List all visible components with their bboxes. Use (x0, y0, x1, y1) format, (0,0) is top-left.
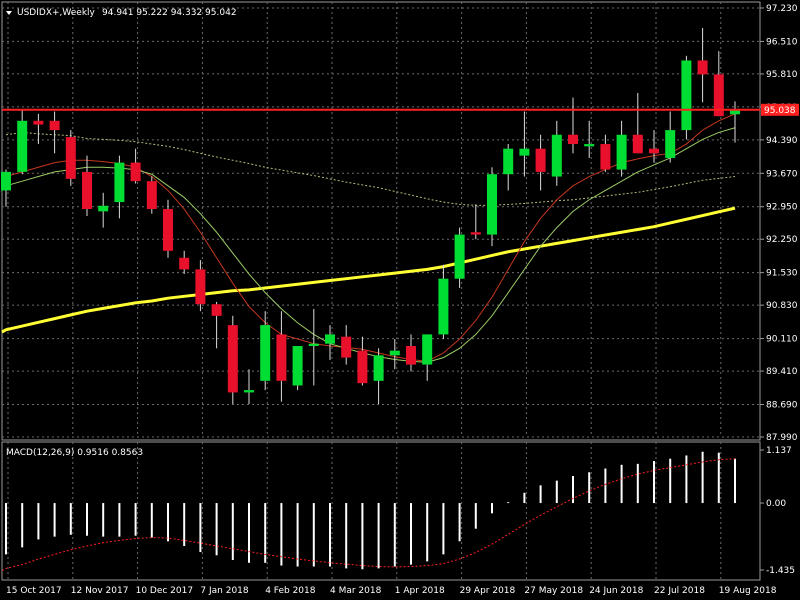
candles (1, 27, 740, 405)
candle-bull (665, 130, 676, 158)
candle-bull (260, 325, 271, 381)
y-tick-label: 90.830 (766, 301, 798, 311)
candle-bull (584, 144, 595, 147)
y-tick-label: 95.810 (766, 70, 798, 80)
candle-bull (1, 171, 11, 191)
candle-bear (276, 334, 287, 381)
candle-bull (503, 148, 514, 175)
y-tick-label: 87.990 (766, 433, 798, 443)
y-tick-label: 92.950 (766, 203, 798, 213)
candle-bull (244, 390, 254, 393)
candle-bear (130, 162, 141, 182)
candle-bear (82, 171, 92, 210)
candle-bear (406, 346, 416, 365)
candle-bear (713, 74, 724, 117)
candle-bear (697, 60, 708, 75)
y-tick-label: 88.690 (766, 401, 798, 411)
candle-bear (341, 336, 352, 358)
ma-mid-line (5, 131, 736, 206)
y-tick-label: 91.530 (766, 269, 798, 279)
candle-bear (195, 269, 206, 305)
macd-y-tick-label: 0.00 (766, 499, 786, 509)
chart-header: USDIDX+,Weekly 94.941 95.222 94.332 95.0… (6, 8, 237, 458)
grid-lines (1, 1, 761, 581)
candle-bear (649, 148, 659, 154)
y-tick-label: 94.390 (766, 136, 798, 146)
x-tick-label: 7 Jan 2018 (200, 586, 248, 596)
candle-bear (33, 120, 44, 125)
candle-bull (98, 205, 109, 212)
y-tick-label: 89.410 (766, 367, 798, 377)
macd-y-tick-label: -1.435 (766, 566, 795, 576)
candle-bear (179, 257, 190, 270)
candle-bull (551, 134, 562, 177)
x-tick-label: 29 Apr 2018 (460, 586, 516, 596)
x-tick-label: 1 Apr 2018 (395, 586, 445, 596)
candle-bear (65, 137, 76, 179)
dropdown-triangle-icon[interactable] (6, 11, 12, 15)
candle-bull (292, 346, 303, 386)
x-tick-label: 15 Oct 2017 (6, 586, 62, 596)
x-tick-label: 19 Aug 2018 (719, 586, 777, 596)
candle-bull (422, 334, 433, 365)
candle-bull (308, 343, 319, 346)
macd-label: MACD(12,26,9) 0.9516 0.8563 (6, 448, 143, 458)
candle-bear (357, 350, 368, 384)
candle-bear (227, 325, 238, 393)
x-tick-label: 10 Dec 2017 (136, 586, 194, 596)
y-tick-label: 90.110 (766, 335, 798, 345)
x-tick-label: 4 Feb 2018 (265, 586, 316, 596)
candle-bear (163, 209, 173, 251)
candle-bull (325, 334, 335, 344)
macd-histogram (1, 451, 736, 572)
macd-panel-frame (1, 441, 761, 581)
x-tick-label: 27 May 2018 (524, 586, 583, 596)
x-tick-label: 22 Jul 2018 (654, 586, 705, 596)
ma-fast-a-line (5, 113, 736, 362)
y-tick-label: 96.510 (766, 37, 798, 47)
candle-bull (616, 134, 627, 170)
candle-bear (535, 148, 546, 172)
symbol-label: USDIDX+,Weekly (17, 8, 96, 18)
ohlc-readout: 94.941 95.222 94.332 95.042 (102, 8, 237, 18)
main-panel-frame (1, 1, 761, 441)
candle-bear (632, 134, 643, 154)
macd-signal-line (1, 458, 736, 572)
candle-bear (49, 120, 60, 131)
x-tick-label: 24 Jun 2018 (589, 586, 643, 596)
candle-bear (600, 144, 611, 170)
macd-y-tick-label: 1.137 (766, 446, 792, 456)
candle-bear (568, 134, 578, 145)
candle-bull (373, 355, 384, 381)
candle-bull (389, 350, 400, 356)
moving-averages (1, 113, 736, 363)
ma-fast-b-line (5, 127, 736, 363)
candle-bear (146, 181, 157, 210)
y-tick-label: 92.250 (766, 235, 798, 245)
candle-bull (114, 162, 125, 203)
x-tick-label: 4 Mar 2018 (330, 586, 382, 596)
axes: 97.23096.51095.81095.10094.39093.67092.9… (2, 4, 799, 596)
y-tick-label: 97.230 (766, 4, 798, 14)
candle-bull (681, 60, 692, 131)
candle-bear (470, 232, 481, 235)
candle-bull (454, 234, 465, 279)
candle-bear (211, 304, 222, 316)
candle-bull (519, 148, 530, 156)
ma-slow-line (1, 206, 736, 334)
candle-bull (487, 174, 497, 235)
x-tick-label: 12 Nov 2017 (71, 586, 129, 596)
y-tick-label: 93.670 (766, 169, 798, 179)
candle-bull (730, 109, 740, 115)
candle-bull (17, 120, 28, 172)
current-price-tag (761, 103, 799, 116)
candle-bull (438, 278, 449, 335)
current-price-label: 95.038 (764, 106, 796, 116)
